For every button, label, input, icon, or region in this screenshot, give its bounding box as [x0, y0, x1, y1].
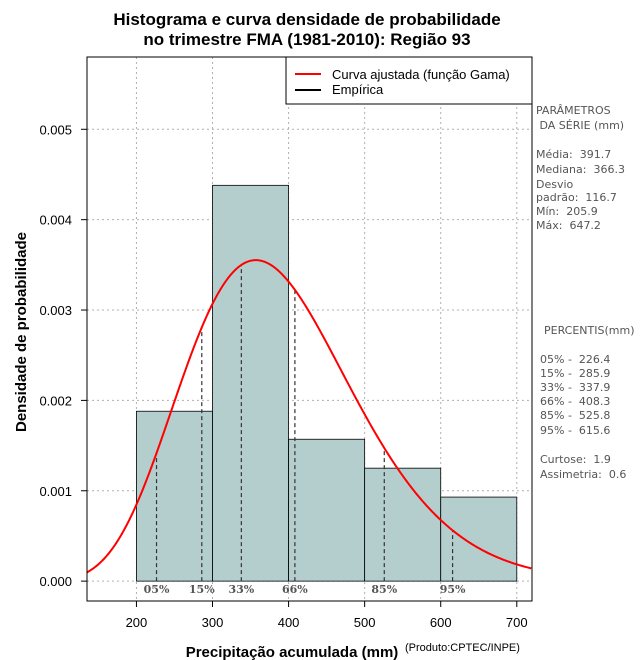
- percentile-label-5: 95%: [440, 583, 466, 596]
- x-tick-label-5: 700: [506, 615, 528, 630]
- params-title-line-1: PARÂMETROS: [536, 104, 611, 117]
- percentis-title: PERCENTIS(mm): [544, 324, 635, 337]
- histogram-bar-3: [364, 467, 442, 582]
- legend-label-curve: Curva ajustada (função Gama): [332, 67, 510, 82]
- param-sd-value: padrão: 116.7: [536, 191, 617, 204]
- y-tick-label-2: 0.002: [39, 393, 72, 408]
- param-max: Máx: 647.2: [536, 219, 601, 232]
- param-mean: Média: 391.7: [536, 148, 611, 161]
- y-tick-label-5: 0.005: [39, 122, 72, 137]
- chart-title-line-2: no trimestre FMA (1981-2010): Região 93: [143, 30, 470, 49]
- percentil-95: 95% - 615.6: [540, 424, 610, 437]
- x-tick-label-4: 600: [430, 615, 452, 630]
- param-median: Mediana: 366.3: [536, 163, 625, 176]
- x-tick-label-1: 300: [202, 615, 224, 630]
- percentile-lines: [155, 264, 454, 582]
- y-tick-label-0: 0.000: [39, 574, 72, 589]
- chart-title-line-1: Histograma e curva densidade de probabil…: [113, 10, 500, 29]
- params-title-line-2: DA SÉRIE (mm): [536, 119, 624, 132]
- y-axis-ticks: 0.000 0.001 0.002 0.003 0.004 0.005: [39, 122, 87, 589]
- histogram-bar-4: [440, 496, 518, 582]
- histogram-bar-2: [288, 438, 366, 582]
- percentil-85: 85% - 525.8: [540, 409, 610, 422]
- percentile-label-2: 33%: [228, 583, 254, 596]
- percentil-33: 33% - 337.9: [540, 381, 610, 394]
- x-tick-label-0: 200: [126, 615, 148, 630]
- gamma-density-curve: [86, 259, 532, 574]
- param-min: Mín: 205.9: [536, 205, 598, 218]
- percentile-label-0: 05%: [144, 583, 170, 596]
- stat-kurtosis: Curtose: 1.9: [540, 453, 611, 466]
- y-axis-title: Densidade de probabilidade: [13, 232, 30, 432]
- percentile-label-4: 85%: [371, 583, 397, 596]
- x-tick-label-2: 400: [278, 615, 300, 630]
- histogram-bar-1: [212, 184, 289, 582]
- histogram-bars: [136, 184, 518, 582]
- percentile-label-3: 66%: [282, 583, 308, 596]
- x-axis-ticks: 200 300 400 500 600 700: [126, 601, 528, 630]
- x-axis-title: Precipitação acumulada (mm): [186, 644, 399, 660]
- chart-credit: (Produto:CPTEC/INPE): [405, 642, 520, 654]
- percentile-labels: 05% 15% 33% 66% 85% 95%: [144, 583, 466, 596]
- percentil-15: 15% - 285.9: [540, 367, 610, 380]
- y-tick-label-1: 0.001: [39, 484, 72, 499]
- legend-box: [285, 56, 533, 105]
- y-tick-label-3: 0.003: [39, 303, 72, 318]
- x-tick-label-3: 500: [354, 615, 376, 630]
- legend: Curva ajustada (função Gama) Empírica: [285, 56, 533, 105]
- y-tick-label-4: 0.004: [39, 213, 72, 228]
- param-sd-label: Desvio: [536, 178, 574, 191]
- stat-skewness: Assimetria: 0.6: [540, 468, 626, 481]
- histogram-bar-0: [136, 410, 213, 582]
- legend-label-empirical: Empírica: [332, 82, 384, 97]
- percentiles-panel: PERCENTIS(mm) 05% - 226.4 15% - 285.9 33…: [540, 324, 635, 481]
- series-parameters-panel: PARÂMETROS DA SÉRIE (mm) Média: 391.7 Me…: [536, 104, 625, 232]
- percentil-66: 66% - 408.3: [540, 395, 610, 408]
- percentil-05: 05% - 226.4: [540, 353, 610, 366]
- percentile-label-1: 15%: [189, 583, 215, 596]
